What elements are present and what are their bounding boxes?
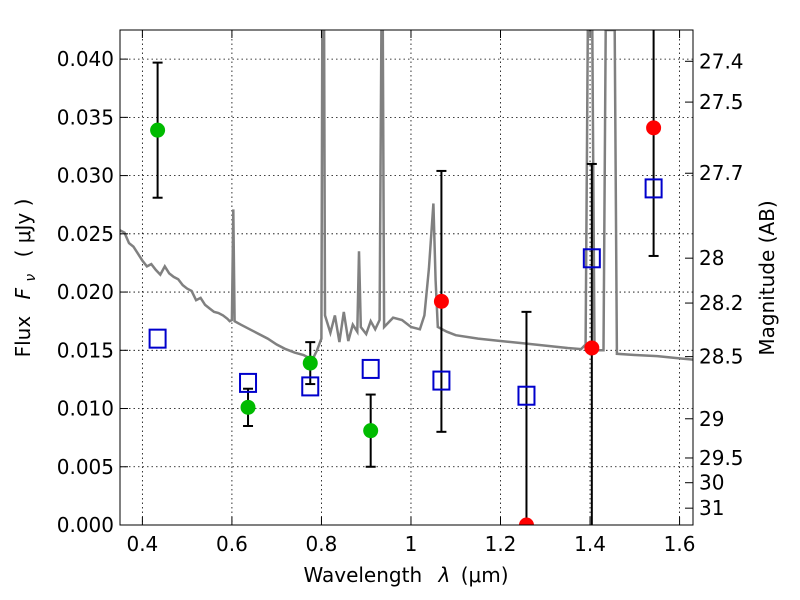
y-tick-label: 0.035 bbox=[57, 105, 114, 129]
magnitude-axis-title: Magnitude (AB) bbox=[755, 200, 779, 355]
x-axis-title: Wavelength λ (μm) bbox=[303, 563, 508, 587]
magnitude-tick-label: 28.5 bbox=[699, 345, 744, 369]
magnitude-tick-label: 29.5 bbox=[699, 446, 744, 470]
x-tick-label: 1.4 bbox=[574, 532, 606, 556]
x-tick-label: 0.8 bbox=[306, 532, 338, 556]
y-tick-label: 0.025 bbox=[57, 222, 114, 246]
y-axis-title-symbol: F bbox=[11, 287, 35, 299]
magnitude-tick-label: 27.4 bbox=[699, 49, 744, 73]
y-tick-label: 0.020 bbox=[57, 280, 114, 304]
upper-limit-marker bbox=[646, 120, 662, 136]
x-tick-label: 0.6 bbox=[216, 532, 248, 556]
detection-marker bbox=[363, 423, 379, 439]
x-tick-label: 1.6 bbox=[664, 532, 696, 556]
y-tick-label: 0.000 bbox=[57, 513, 114, 537]
model-spectrum-line bbox=[120, 30, 693, 362]
plot-frame bbox=[119, 29, 694, 526]
detection-marker bbox=[240, 399, 256, 415]
y-tick-label: 0.010 bbox=[57, 397, 114, 421]
x-axis-title-prefix: Wavelength bbox=[303, 563, 422, 587]
magnitude-tick-label: 30 bbox=[699, 471, 724, 495]
model-flux-square bbox=[361, 358, 380, 379]
model-flux-square bbox=[301, 376, 320, 397]
grid-lines bbox=[120, 30, 693, 526]
upper-limit-marker bbox=[584, 340, 600, 356]
axis-ticks: 0.4 0.6 0.8 1 1.2 1.4 1.6 0.000 0.005 0.010 0.015 0… bbox=[57, 30, 744, 556]
y-tick-label: 0.005 bbox=[57, 455, 114, 479]
model-flux-square bbox=[517, 385, 536, 406]
y-tick-label: 0.015 bbox=[57, 338, 114, 362]
model-flux-square bbox=[582, 248, 601, 269]
model-flux-square bbox=[432, 370, 451, 391]
y-tick-label: 0.040 bbox=[57, 47, 114, 71]
x-tick-label: 1.2 bbox=[485, 532, 517, 556]
magnitude-tick-label: 31 bbox=[699, 496, 724, 520]
photometry-markers bbox=[150, 120, 662, 525]
magnitude-tick-label: 27.7 bbox=[699, 161, 744, 185]
x-axis-title-unit: (μm) bbox=[461, 563, 509, 587]
y-tick-label: 0.030 bbox=[57, 164, 114, 188]
error-bars bbox=[152, 30, 659, 525]
model-flux-square bbox=[644, 178, 663, 199]
model-flux-square bbox=[148, 328, 167, 349]
detection-marker bbox=[150, 122, 166, 138]
magnitude-tick-label: 27.5 bbox=[699, 90, 744, 114]
magnitude-tick-label: 28 bbox=[699, 246, 724, 270]
upper-limit-marker bbox=[433, 293, 449, 309]
x-axis-title-symbol: λ bbox=[438, 563, 451, 587]
detection-marker bbox=[302, 355, 318, 371]
y-axis-title-unit: ( μJy ) bbox=[11, 199, 35, 258]
magnitude-tick-label: 28.2 bbox=[699, 291, 744, 315]
y-axis-title: Flux F ν ( μJy ) bbox=[11, 199, 40, 358]
y-axis-title-subscript: ν bbox=[23, 274, 39, 282]
x-tick-label: 0.4 bbox=[126, 532, 158, 556]
upper-limit-marker bbox=[518, 517, 534, 525]
magnitude-tick-label: 29 bbox=[699, 407, 724, 431]
y-axis-title-prefix: Flux bbox=[11, 316, 35, 358]
model-flux-squares bbox=[148, 178, 663, 406]
x-tick-label: 1 bbox=[405, 532, 418, 556]
model-flux-square bbox=[239, 372, 258, 393]
